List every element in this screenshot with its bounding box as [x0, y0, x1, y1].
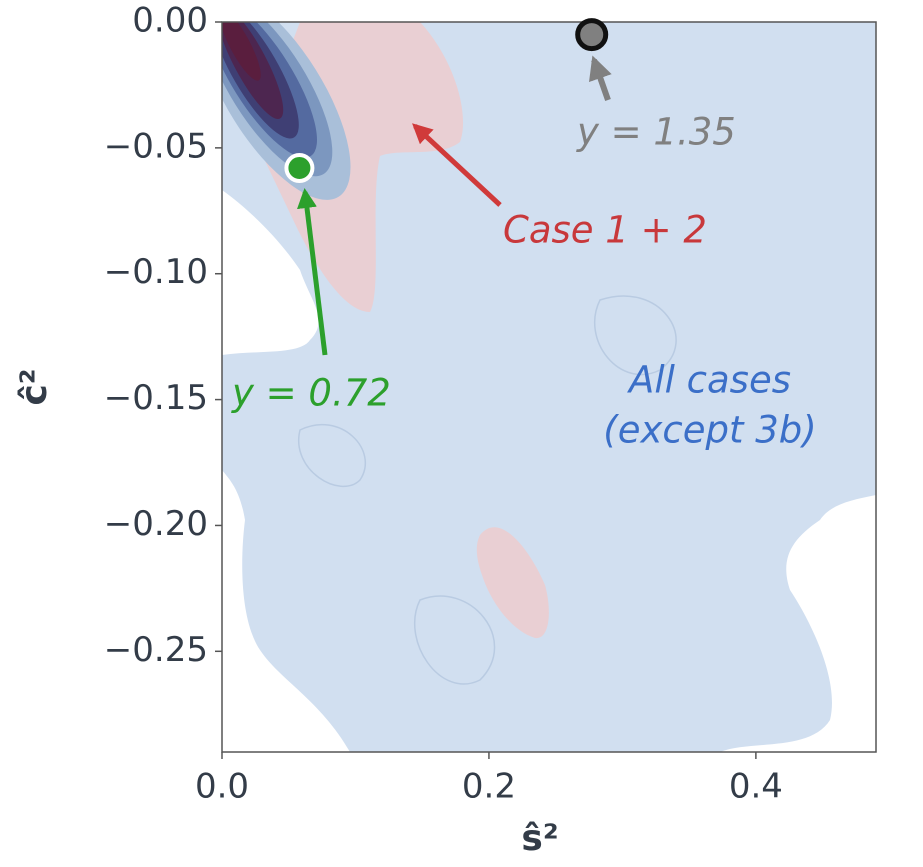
arrow	[412, 123, 502, 207]
y-tick-label: −0.10	[104, 252, 208, 292]
dense-cluster	[222, 22, 351, 200]
highlight-point	[575, 18, 609, 52]
x-tick-label: 0.2	[462, 767, 516, 807]
y-tick-label: 0.00	[132, 1, 208, 41]
y-axis-label: ĉ²	[14, 368, 55, 405]
point-label: y = 1.35	[576, 111, 736, 154]
contour-line	[414, 595, 496, 685]
highlight-point	[284, 153, 315, 183]
x-tick-label: 0.4	[729, 767, 783, 807]
point-label: y = 0.72	[231, 372, 391, 415]
arrow	[589, 55, 612, 101]
density-contour	[222, 22, 261, 81]
contour-line	[594, 295, 677, 376]
axes-frame	[221, 21, 877, 753]
contour-line	[297, 423, 367, 487]
y-tick-label: −0.15	[104, 378, 208, 418]
y-tick-label: −0.20	[104, 504, 208, 544]
region-label: All cases	[627, 359, 791, 402]
y-tick-label: −0.25	[104, 630, 208, 670]
arrow	[297, 188, 328, 356]
x-axis-label: ŝ²	[521, 818, 558, 859]
region-label: (except 3b)	[603, 409, 816, 452]
region-label: Case 1 + 2	[503, 209, 707, 252]
density-region	[476, 527, 549, 639]
density-region	[222, 22, 876, 752]
y-tick-label: −0.05	[104, 126, 208, 166]
x-tick-label: 0.0	[195, 767, 249, 807]
